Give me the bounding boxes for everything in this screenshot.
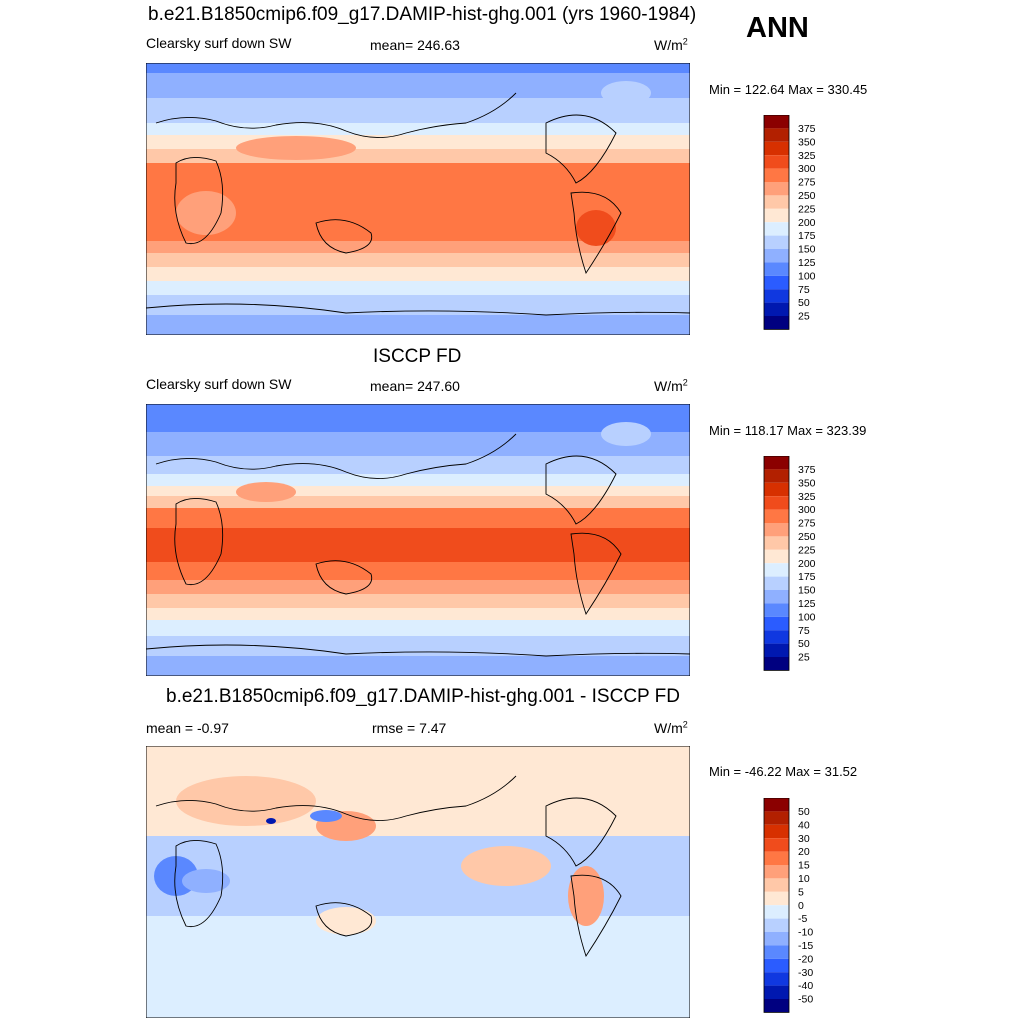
panel3-colorbar: 50 40 30 20 15 10 5 0 -5 -10 -15 -20 -30… <box>763 798 813 1013</box>
cb3-tick-13: -40 <box>798 980 813 992</box>
cb3-tick-14: -50 <box>798 994 813 1006</box>
cb3-tick-6: 5 <box>798 886 804 898</box>
panel2-minmax: Min = 118.17 Max = 323.39 <box>709 423 867 438</box>
panel2-map <box>146 404 690 676</box>
cb2-tick-10: 125 <box>798 598 816 610</box>
cb3-tick-10: -15 <box>798 940 813 952</box>
cb3-tick-9: -10 <box>798 927 813 939</box>
season-label: ANN <box>746 12 809 44</box>
cb2-tick-12: 75 <box>798 625 810 637</box>
panel3-mean-label: mean = -0.97 <box>146 720 229 736</box>
panel3-title: b.e21.B1850cmip6.f09_g17.DAMIP-hist-ghg.… <box>166 686 680 707</box>
cb1-tick-11: 100 <box>798 270 816 282</box>
cb3-tick-11: -20 <box>798 953 813 965</box>
panel1-title: b.e21.B1850cmip6.f09_g17.DAMIP-hist-ghg.… <box>148 4 697 25</box>
panel2-mean-label: mean= 247.60 <box>370 378 460 394</box>
cb1-tick-10: 125 <box>798 257 816 269</box>
cb1-tick-4: 275 <box>798 177 816 189</box>
cb3-tick-2: 30 <box>798 833 810 845</box>
cb1-tick-0: 375 <box>798 123 816 135</box>
panel2-title: ISCCP FD <box>373 346 462 367</box>
cb3-tick-7: 0 <box>798 900 804 912</box>
cb3-tick-5: 10 <box>798 873 810 885</box>
cb3-tick-1: 40 <box>798 819 810 831</box>
panel2-variable-label: Clearsky surf down SW <box>146 376 292 392</box>
panel3-rmse-label: rmse = 7.47 <box>372 720 447 736</box>
cb2-tick-14: 25 <box>798 652 810 664</box>
cb2-tick-4: 275 <box>798 518 816 530</box>
cb2-tick-2: 325 <box>798 491 816 503</box>
cb3-tick-3: 20 <box>798 846 810 858</box>
panel2-colorbar-swatches <box>763 456 790 671</box>
panel3-units-label: W/m2 <box>654 719 688 736</box>
cb1-tick-13: 50 <box>798 297 810 309</box>
cb2-tick-9: 150 <box>798 585 816 597</box>
cb1-tick-12: 75 <box>798 284 810 296</box>
panel1-mean-label: mean= 246.63 <box>370 37 460 53</box>
cb1-tick-3: 300 <box>798 163 816 175</box>
cb3-tick-4: 15 <box>798 860 810 872</box>
cb2-tick-3: 300 <box>798 504 816 516</box>
cb1-tick-8: 175 <box>798 230 816 242</box>
panel1-map <box>146 63 690 335</box>
panel1-colorbar-swatches <box>763 115 790 330</box>
panel2-colorbar: 375 350 325 300 275 250 225 200 175 150 … <box>763 456 816 671</box>
panel3-map <box>146 746 690 1018</box>
panel1-minmax: Min = 122.64 Max = 330.45 <box>709 82 868 97</box>
panel1-variable-label: Clearsky surf down SW <box>146 35 292 51</box>
cb1-tick-5: 250 <box>798 190 816 202</box>
cb2-tick-7: 200 <box>798 558 816 570</box>
cb2-tick-11: 100 <box>798 611 816 623</box>
cb1-tick-14: 25 <box>798 311 810 323</box>
panel2-units-label: W/m2 <box>654 377 688 394</box>
cb2-tick-13: 50 <box>798 638 810 650</box>
panel3-colorbar-swatches <box>763 798 790 1013</box>
cb1-tick-2: 325 <box>798 150 816 162</box>
cb3-tick-12: -30 <box>798 967 813 979</box>
cb1-tick-1: 350 <box>798 136 816 148</box>
cb2-tick-1: 350 <box>798 477 816 489</box>
panel1-colorbar: 375 350 325 300 275 250 225 200 175 150 … <box>763 115 816 330</box>
cb3-tick-8: -5 <box>798 913 807 925</box>
cb2-tick-5: 250 <box>798 531 816 543</box>
panel3-minmax: Min = -46.22 Max = 31.52 <box>709 764 858 779</box>
cb2-tick-0: 375 <box>798 464 816 476</box>
cb3-tick-0: 50 <box>798 806 810 818</box>
cb1-tick-7: 200 <box>798 217 816 229</box>
cb1-tick-6: 225 <box>798 203 816 215</box>
cb2-tick-6: 225 <box>798 544 816 556</box>
cb2-tick-8: 175 <box>798 571 816 583</box>
panel1-units-label: W/m2 <box>654 36 688 53</box>
cb1-tick-9: 150 <box>798 244 816 256</box>
